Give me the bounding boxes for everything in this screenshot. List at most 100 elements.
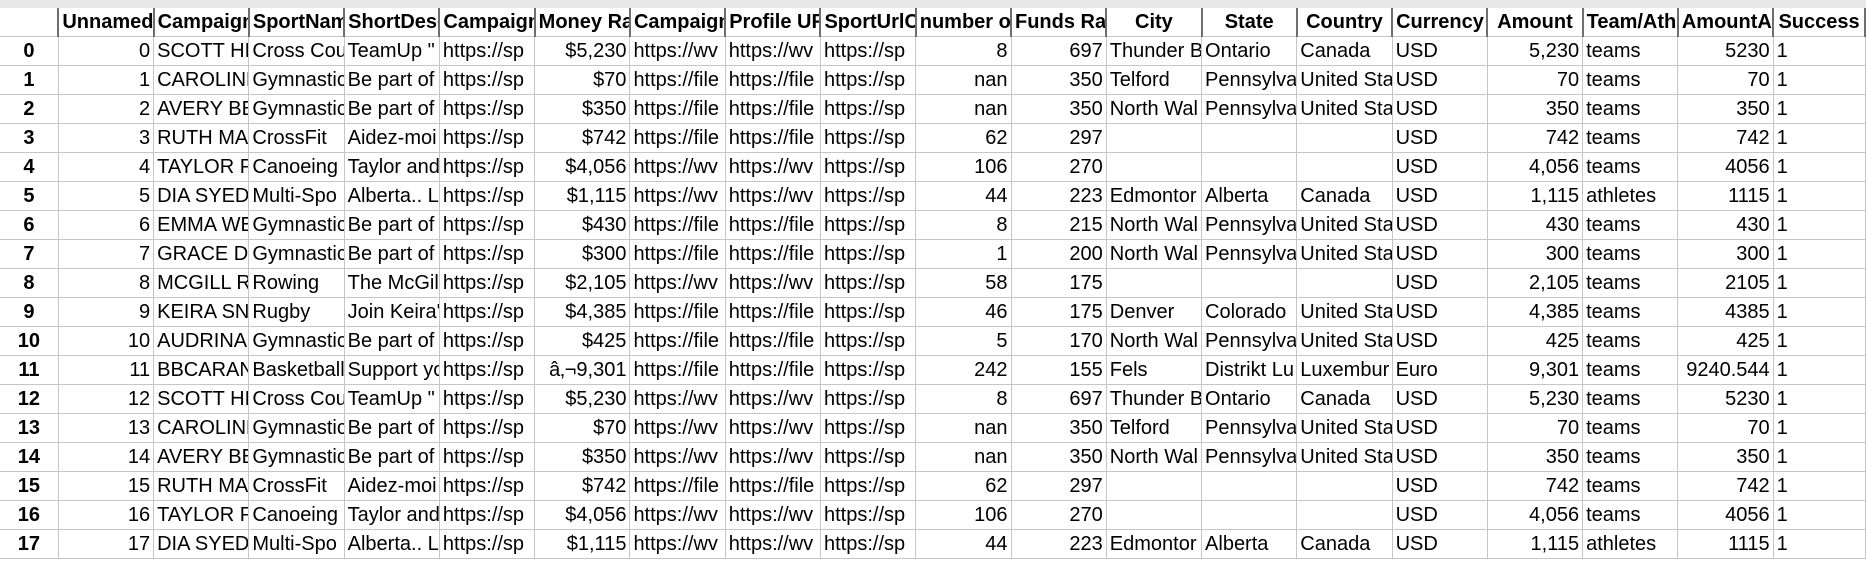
- table-cell[interactable]: 44: [915, 181, 1012, 211]
- table-cell[interactable]: 350: [1011, 413, 1107, 443]
- row-index-cell[interactable]: 6: [0, 210, 59, 240]
- table-cell[interactable]: Alberta: [1201, 181, 1298, 211]
- table-cell[interactable]: 4,385: [1487, 297, 1584, 327]
- table-cell[interactable]: Canoeing: [248, 500, 345, 530]
- table-cell[interactable]: USD: [1392, 181, 1488, 211]
- table-cell[interactable]: teams: [1582, 297, 1679, 327]
- table-cell[interactable]: 1115: [1677, 529, 1774, 559]
- table-cell[interactable]: teams: [1582, 94, 1679, 124]
- table-cell[interactable]: https://wv: [725, 529, 821, 559]
- table-cell[interactable]: USD: [1392, 297, 1488, 327]
- table-cell[interactable]: https://file: [725, 355, 821, 385]
- table-cell[interactable]: https://sp: [820, 65, 917, 95]
- table-cell[interactable]: [1106, 500, 1203, 530]
- table-cell[interactable]: 1: [1773, 297, 1866, 327]
- table-cell[interactable]: 170: [1011, 326, 1107, 356]
- table-cell[interactable]: 742: [1487, 123, 1584, 153]
- table-cell[interactable]: 4385: [1677, 297, 1774, 327]
- table-cell[interactable]: [1201, 123, 1298, 153]
- table-cell[interactable]: https://sp: [439, 384, 536, 414]
- table-cell[interactable]: https://sp: [439, 152, 536, 182]
- table-cell[interactable]: https://wv: [629, 384, 726, 414]
- table-cell[interactable]: 5: [58, 181, 155, 211]
- table-cell[interactable]: 1: [58, 65, 155, 95]
- table-cell[interactable]: USD: [1392, 442, 1488, 472]
- table-cell[interactable]: https://sp: [820, 239, 917, 269]
- column-header[interactable]: Success: [1773, 8, 1866, 37]
- table-cell[interactable]: 1: [915, 239, 1012, 269]
- column-header-index[interactable]: [0, 8, 60, 37]
- row-index-cell[interactable]: 4: [0, 152, 59, 182]
- table-cell[interactable]: SCOTT HIL: [153, 36, 250, 66]
- row-index-cell[interactable]: 3: [0, 123, 59, 153]
- table-cell[interactable]: Pennsylva: [1201, 65, 1298, 95]
- table-cell[interactable]: https://wv: [629, 500, 726, 530]
- table-cell[interactable]: 70: [1677, 65, 1774, 95]
- table-cell[interactable]: 1: [1773, 36, 1866, 66]
- table-cell[interactable]: United Sta: [1296, 326, 1393, 356]
- table-cell[interactable]: https://file: [629, 94, 726, 124]
- table-cell[interactable]: 175: [1011, 297, 1107, 327]
- table-cell[interactable]: Be part of: [344, 65, 440, 95]
- table-cell[interactable]: Pennsylva: [1201, 94, 1298, 124]
- table-cell[interactable]: 12: [58, 384, 155, 414]
- column-header[interactable]: Amount: [1487, 8, 1584, 37]
- table-cell[interactable]: Gymnastic: [248, 326, 345, 356]
- table-cell[interactable]: TeamUp ": [344, 384, 440, 414]
- table-cell[interactable]: $1,115: [534, 529, 631, 559]
- table-cell[interactable]: https://wv: [725, 384, 821, 414]
- table-cell[interactable]: United Sta: [1296, 210, 1393, 240]
- column-header[interactable]: Campaign: [153, 8, 250, 37]
- table-cell[interactable]: 9,301: [1487, 355, 1584, 385]
- table-cell[interactable]: Thunder B: [1106, 384, 1203, 414]
- table-cell[interactable]: 9: [58, 297, 155, 327]
- table-cell[interactable]: CrossFit: [248, 471, 345, 501]
- table-cell[interactable]: https://sp: [439, 442, 536, 472]
- table-cell[interactable]: Canada: [1296, 181, 1393, 211]
- table-cell[interactable]: Distrikt Lu: [1201, 355, 1298, 385]
- table-cell[interactable]: https://sp: [820, 355, 917, 385]
- row-index-cell[interactable]: 9: [0, 297, 59, 327]
- table-cell[interactable]: https://wv: [725, 442, 821, 472]
- table-cell[interactable]: 70: [1487, 65, 1584, 95]
- table-cell[interactable]: https://sp: [820, 268, 917, 298]
- table-cell[interactable]: https://wv: [725, 36, 821, 66]
- table-cell[interactable]: Aidez-moi: [344, 471, 440, 501]
- table-cell[interactable]: https://file: [725, 471, 821, 501]
- table-cell[interactable]: United Sta: [1296, 297, 1393, 327]
- table-cell[interactable]: https://sp: [439, 123, 536, 153]
- table-cell[interactable]: 742: [1487, 471, 1584, 501]
- table-cell[interactable]: 8: [915, 36, 1012, 66]
- table-cell[interactable]: 2: [58, 94, 155, 124]
- table-cell[interactable]: Rowing: [248, 268, 345, 298]
- table-cell[interactable]: https://sp: [820, 210, 917, 240]
- table-cell[interactable]: USD: [1392, 384, 1488, 414]
- table-cell[interactable]: Alberta: [1201, 529, 1298, 559]
- table-cell[interactable]: 8: [58, 268, 155, 298]
- column-header[interactable]: SportUrlC: [820, 8, 917, 37]
- column-header[interactable]: City: [1106, 8, 1203, 37]
- table-cell[interactable]: https://file: [629, 239, 726, 269]
- table-cell[interactable]: https://wv: [725, 181, 821, 211]
- table-cell[interactable]: North Wal: [1106, 94, 1203, 124]
- table-cell[interactable]: https://file: [629, 297, 726, 327]
- table-cell[interactable]: 350: [1011, 94, 1107, 124]
- table-cell[interactable]: Canada: [1296, 529, 1393, 559]
- table-cell[interactable]: 106: [915, 152, 1012, 182]
- table-cell[interactable]: https://file: [725, 297, 821, 327]
- table-cell[interactable]: 70: [1487, 413, 1584, 443]
- table-cell[interactable]: teams: [1582, 268, 1679, 298]
- table-cell[interactable]: https://file: [725, 94, 821, 124]
- table-cell[interactable]: 200: [1011, 239, 1107, 269]
- table-cell[interactable]: https://sp: [439, 471, 536, 501]
- table-cell[interactable]: 4,056: [1487, 152, 1584, 182]
- table-cell[interactable]: Be part of: [344, 326, 440, 356]
- table-cell[interactable]: https://wv: [629, 36, 726, 66]
- table-cell[interactable]: $4,056: [534, 152, 631, 182]
- table-cell[interactable]: https://file: [725, 123, 821, 153]
- table-cell[interactable]: Denver: [1106, 297, 1203, 327]
- table-cell[interactable]: https://sp: [820, 413, 917, 443]
- column-header[interactable]: Team/Ath: [1582, 8, 1679, 37]
- table-cell[interactable]: RUTH MAI: [153, 471, 250, 501]
- column-header[interactable]: Country: [1296, 8, 1394, 37]
